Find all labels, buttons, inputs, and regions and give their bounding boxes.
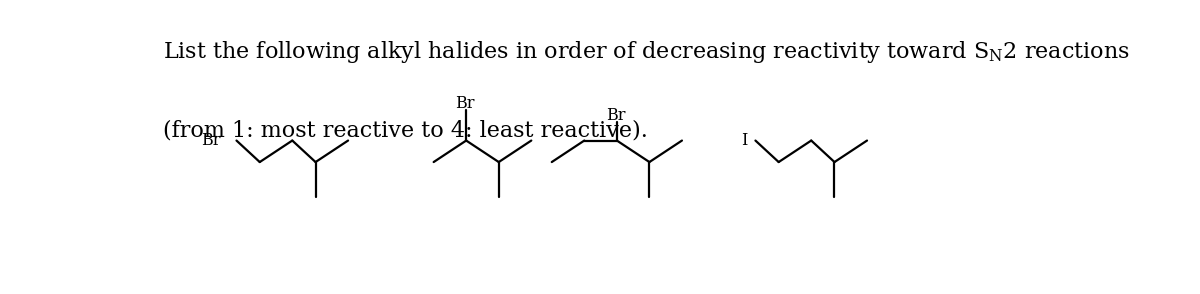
Text: Br: Br xyxy=(606,107,625,124)
Text: Br: Br xyxy=(202,132,221,149)
Text: I: I xyxy=(742,132,748,149)
Text: List the following alkyl halides in order of decreasing reactivity toward S$_\ma: List the following alkyl halides in orde… xyxy=(163,39,1129,65)
Text: Br: Br xyxy=(455,95,474,112)
Text: (from 1: most reactive to 4: least reactive).: (from 1: most reactive to 4: least react… xyxy=(163,119,648,141)
